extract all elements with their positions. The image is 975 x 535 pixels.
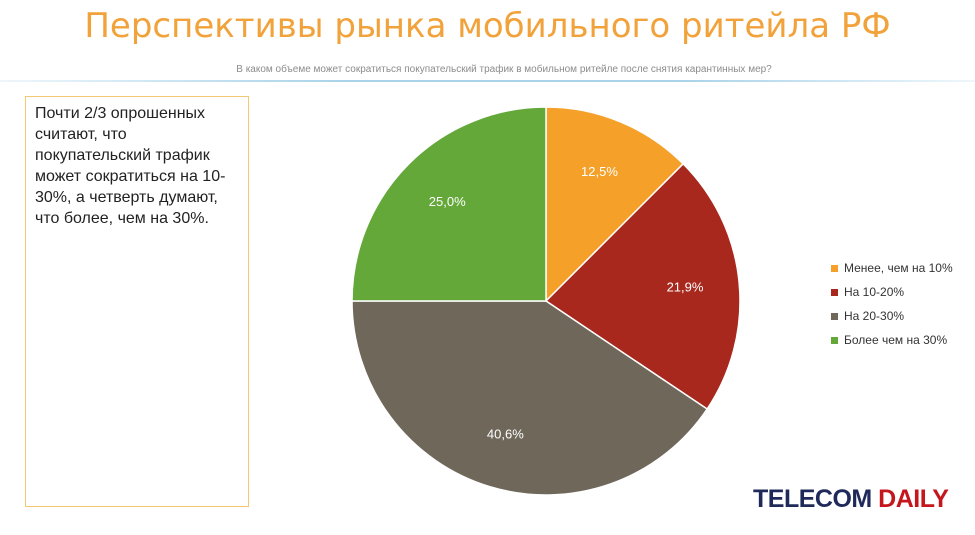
pie-labels: 12,5% 21,9% 40,6% 25,0%	[429, 164, 704, 442]
page-title: Перспективы рынка мобильного ритейла РФ	[84, 6, 891, 46]
legend-swatch	[831, 312, 838, 320]
pie-slice	[351, 106, 547, 302]
legend-label: Более чем на 30%	[844, 333, 948, 347]
pie-data-label: 21,9%	[667, 279, 704, 294]
legend-swatch	[831, 288, 838, 296]
pie-chart: 12,5% 21,9% 40,6% 25,0%	[351, 106, 741, 496]
legend-label: Менее, чем на 10%	[844, 261, 953, 275]
pie-data-label: 12,5%	[581, 164, 618, 179]
logo-part-telecom: TELECOM	[753, 485, 879, 513]
pie-data-label: 40,6%	[487, 427, 524, 442]
legend-item: На 20-30%	[831, 304, 953, 328]
pie-slice	[544, 162, 741, 411]
legend-label: На 10-20%	[844, 285, 905, 299]
legend-item: Более чем на 30%	[831, 328, 953, 352]
legend-label: На 20-30%	[844, 309, 905, 323]
note-text: Почти 2/3 опрошенных считают, что покупа…	[35, 105, 226, 227]
legend-item: На 10-20%	[831, 280, 953, 304]
telecom-daily-logo: TELECOM DAILY	[753, 485, 949, 514]
logo-part-daily: DAILY	[878, 485, 949, 513]
legend-swatch	[831, 264, 838, 272]
pie-slices	[351, 106, 741, 496]
page-subtitle: В каком объеме может сократиться покупат…	[236, 64, 772, 75]
pie-slice	[545, 106, 685, 303]
pie-slice	[351, 300, 709, 496]
legend-swatch	[831, 336, 838, 344]
legend-item: Менее, чем на 10%	[831, 256, 953, 280]
note-box: Почти 2/3 опрошенных считают, что покупа…	[25, 96, 249, 507]
pie-data-label: 25,0%	[429, 194, 466, 209]
title-divider	[0, 80, 975, 82]
chart-legend: Менее, чем на 10% На 10-20% На 20-30% Бо…	[831, 256, 953, 352]
